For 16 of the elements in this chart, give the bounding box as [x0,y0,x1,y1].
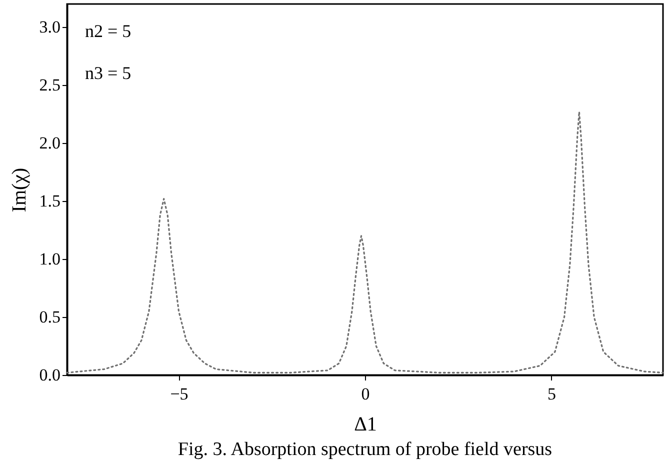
y-tick-label: 1.0 [39,250,60,269]
annotation: n3 = 5 [85,63,132,83]
y-tick-label: 2.5 [39,76,60,95]
line-series [66,111,664,374]
y-tick-label: 0.5 [39,308,60,327]
y-axis-title: Im(χ) [8,168,30,212]
caption: Fig. 3. Absorption spectrum of probe field versus [178,439,552,460]
x-tick-label: 5 [548,384,556,404]
x-tick-label: −5 [170,384,188,404]
y-tick-label: 2.0 [39,134,60,153]
x-axis-title: Δ1 [354,414,377,436]
y-tick-label: 3.0 [39,18,60,37]
y-tick-label: 1.5 [39,192,60,211]
annotation: n2 = 5 [85,21,132,41]
y-tick-label: 0.0 [39,366,60,384]
x-tick-label: 0 [361,384,370,404]
